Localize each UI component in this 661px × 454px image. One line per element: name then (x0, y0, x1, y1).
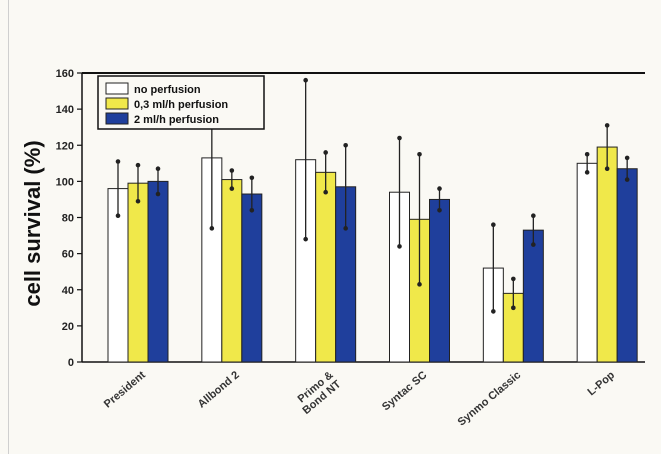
y-axis-title: cell survival (%) (20, 140, 45, 306)
error-cap-bottom (397, 244, 402, 249)
error-cap-bottom (303, 236, 308, 242)
error-cap-top (397, 135, 402, 141)
x-tick-label-line: Allbond 2 (196, 369, 242, 410)
y-tick-label: 20 (62, 321, 74, 333)
error-cap-bottom (417, 282, 422, 287)
legend-swatch (105, 82, 129, 95)
legend-swatch (105, 112, 129, 125)
error-cap-top (491, 222, 496, 228)
error-cap-bottom (604, 166, 610, 172)
bar (221, 179, 243, 363)
bar (576, 162, 598, 363)
bar (616, 168, 638, 363)
error-cap-top (624, 155, 630, 161)
bar (241, 193, 263, 363)
legend-label: no perfusion (134, 84, 201, 96)
x-tick-label: Allbond 2 (196, 369, 242, 410)
error-cap-top (343, 142, 348, 148)
bar (147, 180, 169, 363)
error-cap-bottom (511, 305, 516, 311)
y-tick-label: 160 (56, 68, 74, 80)
error-cap-top (437, 186, 442, 191)
error-cap-top (229, 168, 235, 173)
error-cap-top (135, 162, 141, 168)
y-tick-label: 100 (56, 176, 74, 188)
error-cap-top (604, 123, 610, 128)
error-cap-top (115, 159, 121, 164)
error-cap-bottom (135, 198, 141, 204)
error-cap-top (249, 175, 255, 181)
y-tick-label: 80 (62, 213, 74, 225)
legend-label: 2 ml/h perfusion (134, 114, 219, 126)
error-cap-bottom (624, 177, 630, 182)
page-edge-line (8, 0, 9, 454)
x-tick-label-line: Synmo Classic (456, 369, 524, 429)
error-cap-top (511, 276, 516, 282)
x-tick-label-line: Syntac SC (380, 369, 429, 413)
y-tick-label: 40 (62, 285, 74, 297)
error-cap-bottom (491, 309, 496, 314)
error-cap-bottom (343, 226, 348, 231)
error-cap-bottom (209, 226, 215, 231)
bar (315, 171, 337, 363)
error-cap-bottom (115, 213, 121, 218)
x-tick-label-line: L-Pop (586, 369, 618, 398)
legend-swatch (105, 97, 129, 110)
error-cap-bottom (229, 186, 235, 191)
x-tick-label: Primo &Bond NT (293, 369, 344, 417)
error-cap-bottom (531, 242, 536, 247)
legend-label: 0,3 ml/h perfusion (134, 99, 228, 111)
y-tick-label: 60 (62, 249, 74, 261)
error-cap-bottom (155, 191, 161, 197)
error-cap-top (323, 150, 328, 155)
error-cap-top (531, 213, 536, 218)
error-cap-top (584, 151, 590, 157)
error-cap-bottom (249, 207, 255, 213)
error-cap-top (303, 77, 308, 83)
error-cap-bottom (437, 207, 442, 213)
error-cap-top (155, 166, 161, 172)
bar (596, 146, 618, 363)
x-tick-label: President (102, 369, 148, 411)
error-cap-bottom (584, 170, 590, 175)
y-tick-label: 0 (68, 357, 74, 369)
y-tick-label: 120 (56, 140, 74, 152)
bar (522, 229, 544, 363)
error-cap-bottom (323, 189, 328, 195)
x-tick-label: Synmo Classic (456, 369, 524, 429)
x-tick-label: L-Pop (586, 369, 618, 398)
bar (429, 198, 450, 363)
x-tick-label-line: President (102, 369, 148, 411)
error-cap-top (417, 151, 422, 157)
y-tick-label: 140 (56, 104, 74, 116)
x-tick-label: Syntac SC (380, 369, 429, 413)
bar (127, 182, 149, 363)
